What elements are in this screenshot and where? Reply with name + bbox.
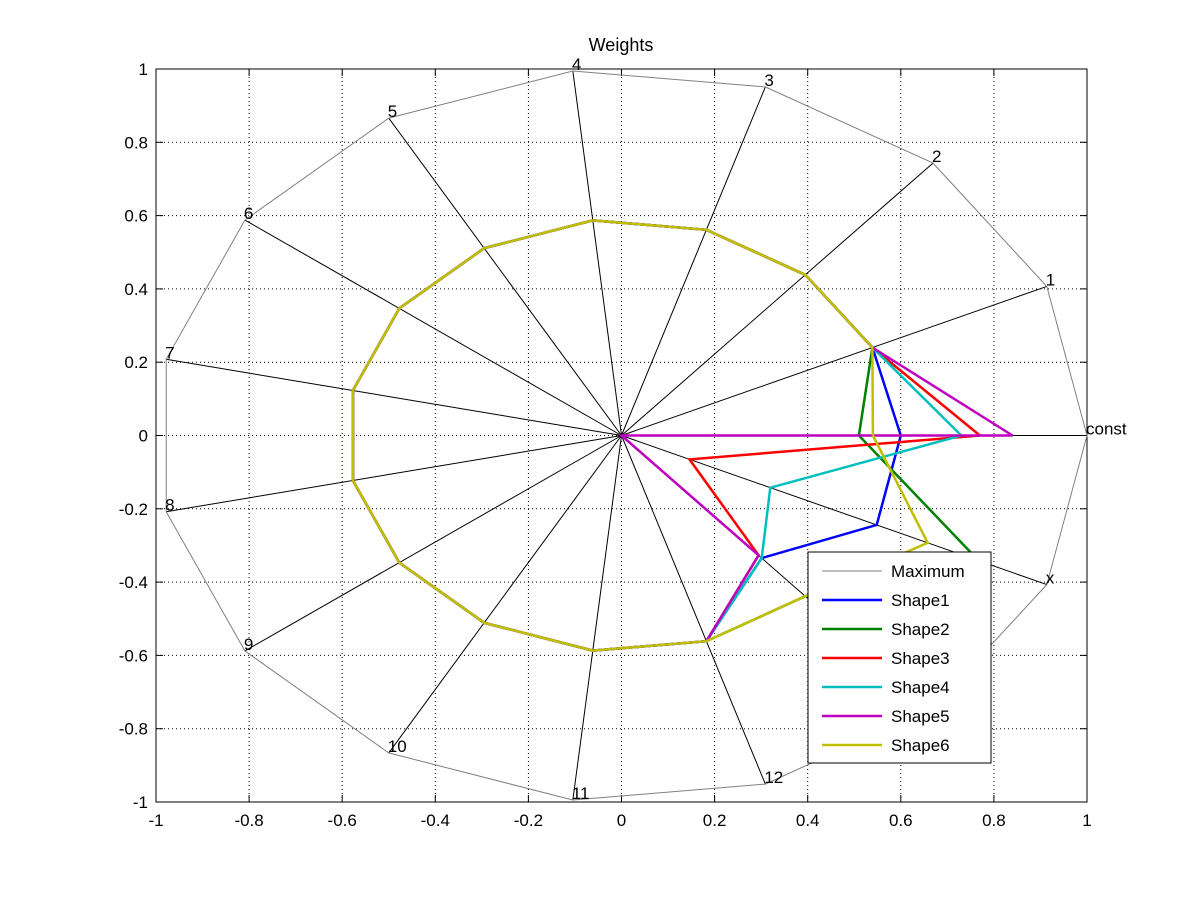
- spoke-line: [621, 86, 766, 436]
- legend-label-shape1: Shape1: [891, 591, 950, 610]
- spoke-label: 3: [764, 71, 773, 90]
- spoke-label: 5: [388, 102, 397, 121]
- spoke-line: [244, 219, 622, 436]
- legend: Maximum Shape1 Shape2 Shape3 Shape4 Shape5 Sha…: [807, 551, 992, 764]
- chart-title: Weights: [589, 35, 654, 55]
- y-tick-label: -1: [133, 793, 148, 812]
- y-tick-label: 1: [139, 60, 148, 79]
- spoke-label: 12: [764, 768, 783, 787]
- y-tick-label: -0.2: [119, 500, 148, 519]
- x-tick-label: 0.2: [703, 811, 727, 830]
- y-tick-label: -0.8: [119, 720, 148, 739]
- spoke-line: [388, 435, 622, 754]
- spoke-label: 7: [165, 343, 174, 362]
- x-tick-label: -0.4: [421, 811, 450, 830]
- legend-label-shape5: Shape5: [891, 707, 950, 726]
- spoke-line: [621, 162, 934, 436]
- axis-ticks: -1 -0.8 -0.6 -0.4 -0.2 0 0.2 0.4 0.6 0.8 110.80.60…: [119, 60, 1092, 830]
- legend-label-maximum: Maximum: [891, 562, 965, 581]
- x-tick-label: -1: [148, 811, 163, 830]
- spoke-label: 6: [244, 204, 253, 223]
- spoke-label: 11: [572, 784, 590, 803]
- legend-label-shape3: Shape3: [891, 649, 950, 668]
- x-tick-label: 0: [617, 811, 626, 830]
- legend-label-shape6: Shape6: [891, 736, 950, 755]
- spoke-label: 1: [1046, 270, 1055, 289]
- spoke-label: 8: [165, 496, 174, 515]
- spoke-labels: const12345678910111213x: [165, 55, 1127, 803]
- spoke-label: 2: [932, 147, 941, 166]
- spoke-line: [621, 285, 1047, 436]
- y-tick-label: 0: [139, 427, 148, 446]
- spoke-label: x: [1046, 569, 1055, 588]
- spoke-line: [621, 435, 766, 785]
- spoke-line: [388, 117, 622, 436]
- spoke-line: [166, 358, 622, 436]
- y-tick-label: -0.4: [119, 573, 148, 592]
- y-tick-label: 0.4: [124, 280, 148, 299]
- spoke-line: [572, 70, 622, 436]
- spoke-label: 9: [244, 635, 253, 654]
- spoke-line: [572, 435, 622, 801]
- series-lines: [165, 70, 1088, 801]
- spoke-line: [166, 435, 622, 513]
- x-tick-label: 0.8: [982, 811, 1006, 830]
- y-tick-label: 0.8: [124, 133, 148, 152]
- x-tick-label: -0.8: [234, 811, 263, 830]
- x-tick-label: 0.4: [796, 811, 820, 830]
- spoke-line: [244, 435, 622, 652]
- y-tick-label: 0.2: [124, 353, 148, 372]
- x-tick-label: -0.6: [328, 811, 357, 830]
- legend-label-shape4: Shape4: [891, 678, 950, 697]
- legend-label-shape2: Shape2: [891, 620, 950, 639]
- y-tick-label: -0.6: [119, 646, 148, 665]
- y-tick-label: 0.6: [124, 207, 148, 226]
- spoke-label: 10: [388, 737, 407, 756]
- spoke-label: const: [1086, 420, 1127, 439]
- spoke-label: 4: [572, 55, 581, 74]
- x-tick-label: 0.6: [889, 811, 913, 830]
- series-shape6-line: [351, 219, 930, 652]
- x-tick-label: -0.2: [514, 811, 543, 830]
- x-tick-label: 1: [1082, 811, 1091, 830]
